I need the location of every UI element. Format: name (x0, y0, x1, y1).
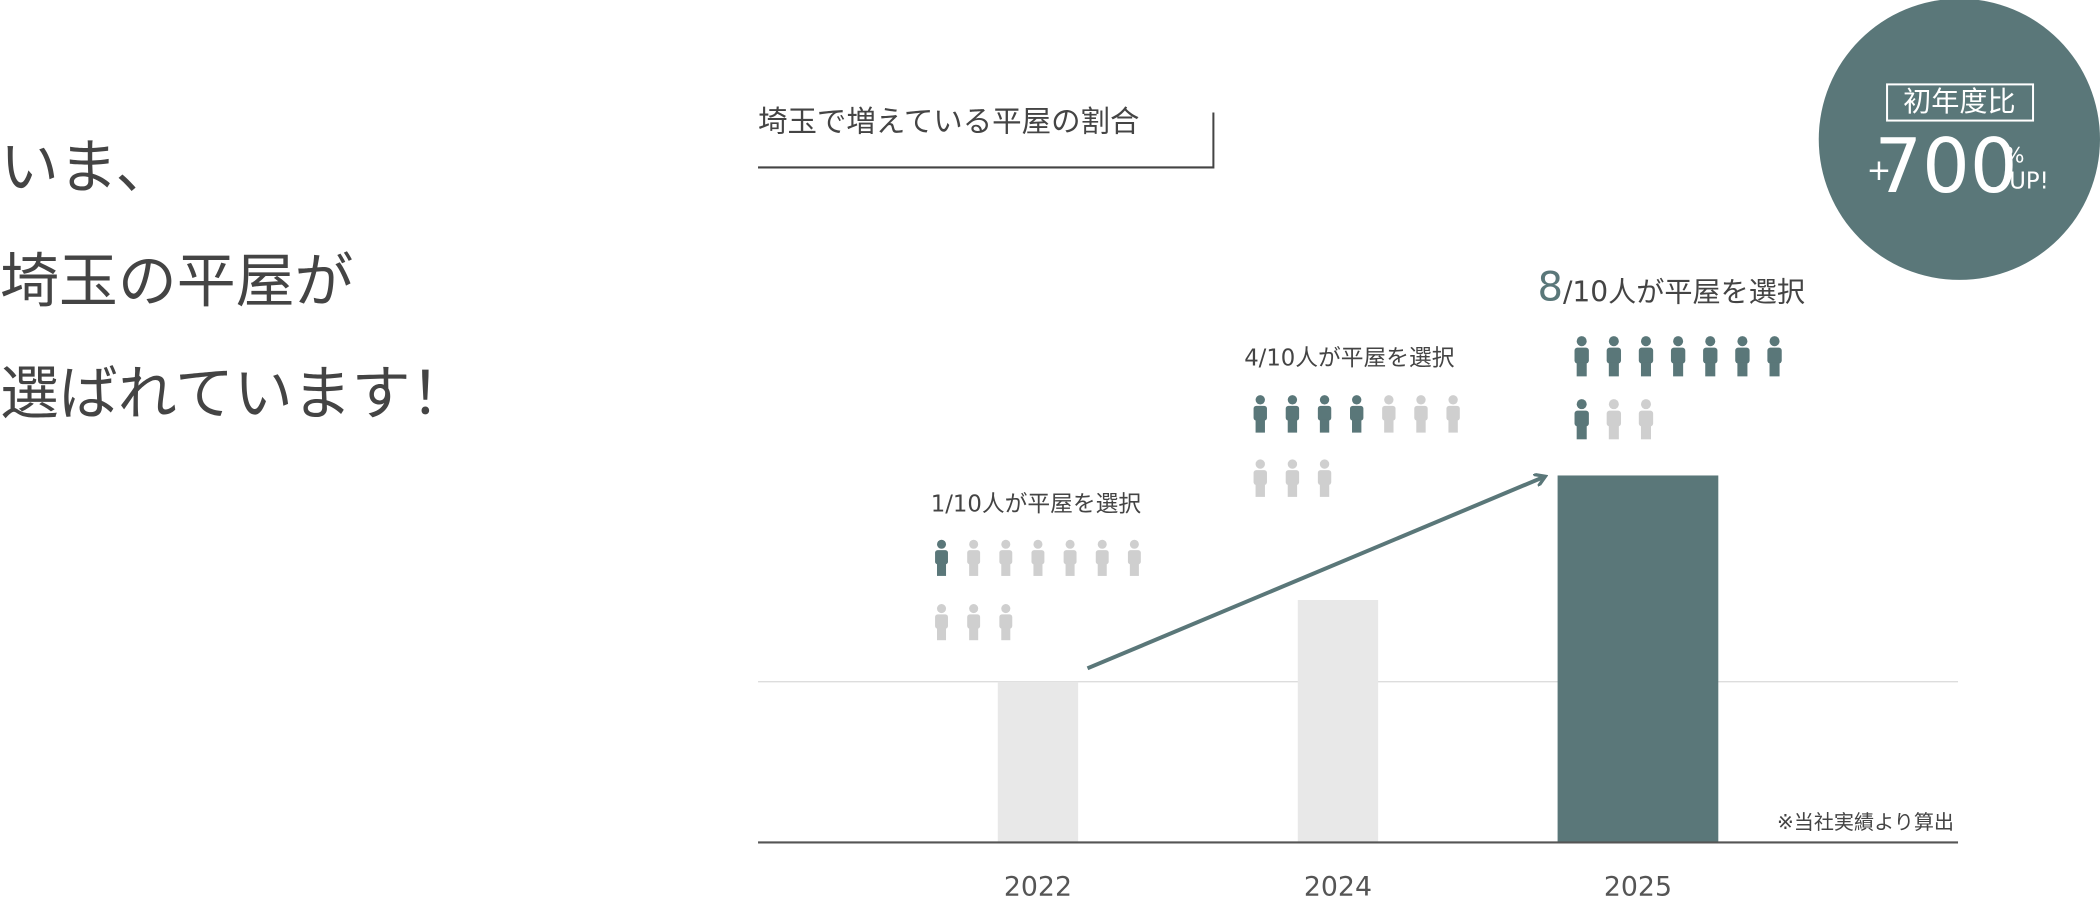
note: ※当社実績より算出 (1777, 810, 1954, 834)
person-icon (1317, 459, 1332, 497)
headline: 選ばれています！ (0, 359, 469, 428)
person-icon (1606, 399, 1622, 440)
person-icon (1574, 399, 1589, 440)
person-icon (1574, 336, 1589, 377)
person-icon (999, 604, 1013, 641)
person-icon (1382, 395, 1396, 433)
person-icon (1031, 539, 1045, 576)
person-icon (1285, 459, 1300, 497)
badge (1818, 0, 2100, 280)
bar (997, 681, 1079, 843)
badge-suffix: UP! (2009, 169, 2049, 195)
person-icon (1127, 539, 1141, 576)
person-icon (967, 539, 981, 576)
person-icon (1350, 395, 1364, 433)
trend-arrow (1086, 477, 1545, 671)
headline: いま、 (0, 133, 174, 202)
x-tick-label: 2024 (1304, 871, 1372, 902)
person-icon (999, 539, 1013, 576)
person-icon (1253, 395, 1267, 433)
group-label: 4/10人が平屋を選択 (1244, 345, 1455, 371)
badge-unit: % (2004, 144, 2024, 169)
badge-value: 700 (1874, 122, 2017, 210)
person-icon (1670, 336, 1686, 377)
person-icon (1638, 336, 1654, 377)
person-icon (1735, 336, 1750, 377)
person-icon (1253, 459, 1267, 497)
badge-sign: + (1867, 153, 1892, 187)
group-label: 1/10人が平屋を選択 (931, 491, 1142, 517)
badge-box (1886, 83, 2035, 122)
group-label: /10人が平屋を選択 (1563, 275, 1805, 308)
person-icon (967, 604, 981, 641)
person-icon (1606, 336, 1622, 377)
x-tick-label: 2022 (1004, 871, 1072, 902)
x-tick-label: 2025 (1604, 871, 1672, 902)
person-icon (1317, 395, 1332, 433)
person-icon (1095, 539, 1109, 576)
chart-title: 埼玉で増えている平屋の割合 (758, 105, 1139, 139)
headline: 埼玉の平屋が (0, 246, 353, 315)
person-icon (1285, 395, 1300, 433)
title-bracket (758, 112, 1215, 169)
bar (1297, 600, 1379, 843)
person-icon (1767, 336, 1782, 377)
person-icon (1703, 336, 1718, 377)
person-icon (935, 604, 948, 641)
person-icon (1638, 399, 1654, 440)
badge-label: 初年度比 (1903, 85, 2015, 118)
person-icon (1414, 395, 1428, 433)
person-icon (935, 539, 948, 576)
bar (1557, 475, 1719, 843)
person-icon (1063, 539, 1077, 576)
person-icon (1446, 395, 1460, 433)
group-emphasis: 8 (1538, 264, 1564, 310)
